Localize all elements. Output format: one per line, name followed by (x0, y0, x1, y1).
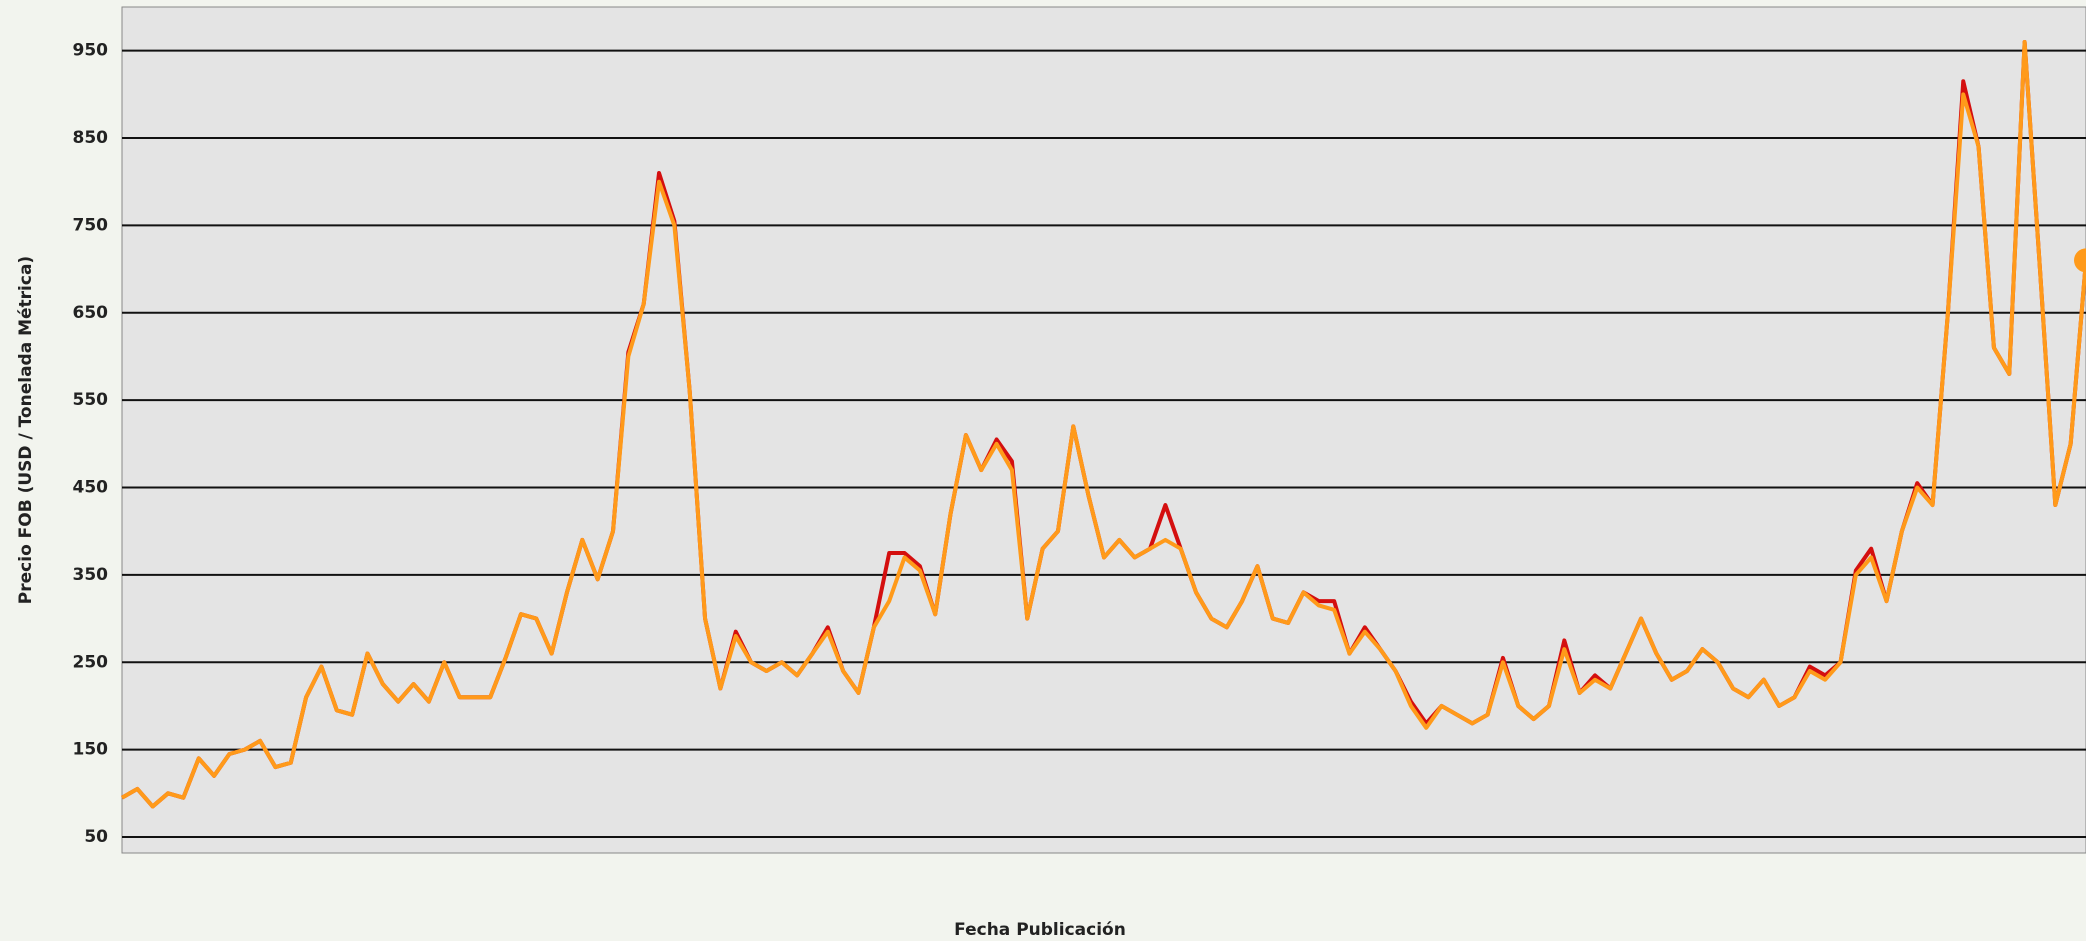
y-tick-label: 850 (73, 128, 109, 148)
plot-area (121, 6, 2086, 854)
y-tick-label: 950 (73, 41, 109, 61)
y-tick-label: 150 (73, 740, 109, 760)
y-axis-label: Precio FOB (USD / Tonelada Métrica) (16, 256, 36, 604)
y-tick-label: 450 (73, 478, 109, 498)
end-marker (2074, 248, 2086, 273)
y-tick-label: 550 (73, 390, 109, 410)
y-tick-label: 350 (73, 565, 109, 585)
y-tick-label: 750 (73, 215, 109, 235)
y-tick-label: 250 (73, 652, 109, 672)
y-tick-label: 650 (73, 303, 109, 323)
x-axis-label: Fecha Publicación (954, 920, 1126, 940)
series-line (121, 39, 2086, 809)
y-tick-label: 50 (84, 827, 108, 847)
